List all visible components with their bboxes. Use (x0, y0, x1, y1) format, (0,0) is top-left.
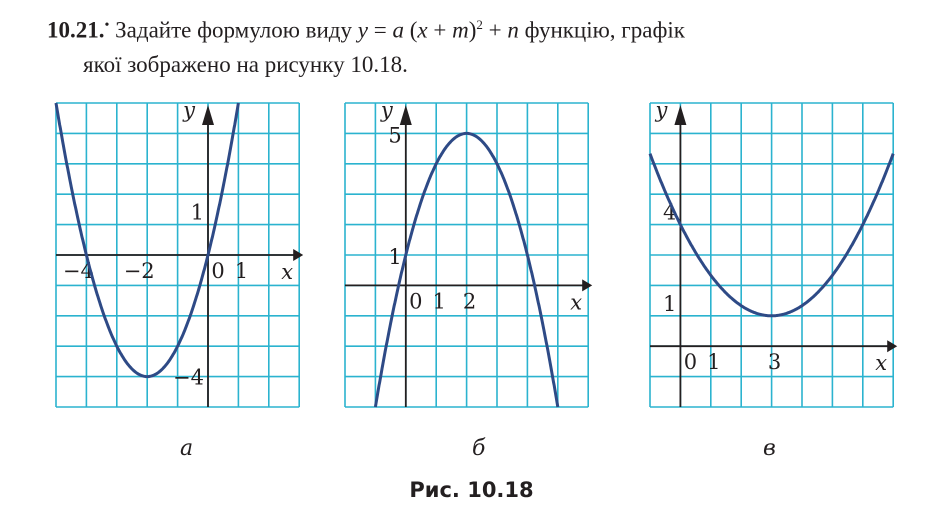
x-tick-label: 1 (707, 350, 720, 374)
x-axis-label: x (281, 260, 293, 284)
formula-n: n (507, 17, 519, 43)
parabola-curve (54, 102, 240, 379)
caption-a: а (180, 436, 194, 461)
x-tick-label: 1 (433, 289, 446, 313)
y-tick-label: 1 (191, 201, 204, 225)
y-axis-label: y (380, 98, 394, 122)
y-axis-arrow (202, 105, 214, 125)
y-axis-arrow (399, 105, 412, 125)
y-axis-label: y (182, 98, 196, 122)
graph-а: xy−4 −2 0 11−4 (54, 98, 304, 408)
y-tick-label: 1 (388, 245, 401, 269)
formula-a: a (392, 17, 404, 43)
caption-b: б (472, 436, 486, 461)
task-text-after: функцію, графік (518, 17, 685, 43)
x-axis-arrow (293, 249, 304, 261)
task-text: 10.21.• Задайте формулою виду y = a (x +… (47, 8, 937, 82)
caption-v: в (763, 436, 776, 461)
figure-caption: Рис. 10.18 (409, 478, 534, 502)
task-line-2: якої зображено на рисунку 10.18. (83, 51, 408, 77)
formula-y: y (357, 17, 368, 43)
task-number: 10.21. (47, 17, 105, 43)
x-tick-label: 0 (211, 259, 224, 283)
x-axis-label: x (875, 351, 887, 375)
y-tick-label: −4 (173, 366, 204, 390)
y-tick-label: 1 (663, 292, 676, 316)
x-tick-label: 3 (768, 350, 781, 374)
x-tick-label: 0 (684, 350, 697, 374)
x-tick-label: 2 (463, 289, 476, 313)
y-axis-arrow (674, 105, 687, 125)
x-axis-arrow (582, 279, 593, 292)
formula-eq: = (367, 17, 393, 43)
task-text-before: Задайте формулою виду (115, 17, 358, 43)
formula-close: ) (468, 17, 477, 43)
x-tick-label: 0 (409, 289, 422, 313)
x-axis-arrow (887, 340, 898, 353)
formula-m: m (452, 17, 469, 43)
x-tick-label: 1 (235, 259, 248, 283)
parabola-curve (373, 131, 560, 408)
x-axis-label: x (570, 290, 582, 314)
formula-paren: ( (403, 17, 418, 43)
formula-plus2: + (482, 17, 508, 43)
y-tick-label: 5 (388, 123, 401, 147)
parabola-curve (648, 153, 895, 318)
y-axis-label: y (654, 98, 668, 122)
graph-в: xy0 1 341 (648, 98, 898, 408)
graph-б: xy0 1 251 (344, 98, 593, 408)
formula-square: 2 (476, 17, 483, 32)
formula-x: x (417, 17, 428, 43)
x-tick-label: −2 (124, 259, 155, 283)
formula-plus: + (427, 17, 453, 43)
difficulty-marker: • (104, 18, 110, 33)
